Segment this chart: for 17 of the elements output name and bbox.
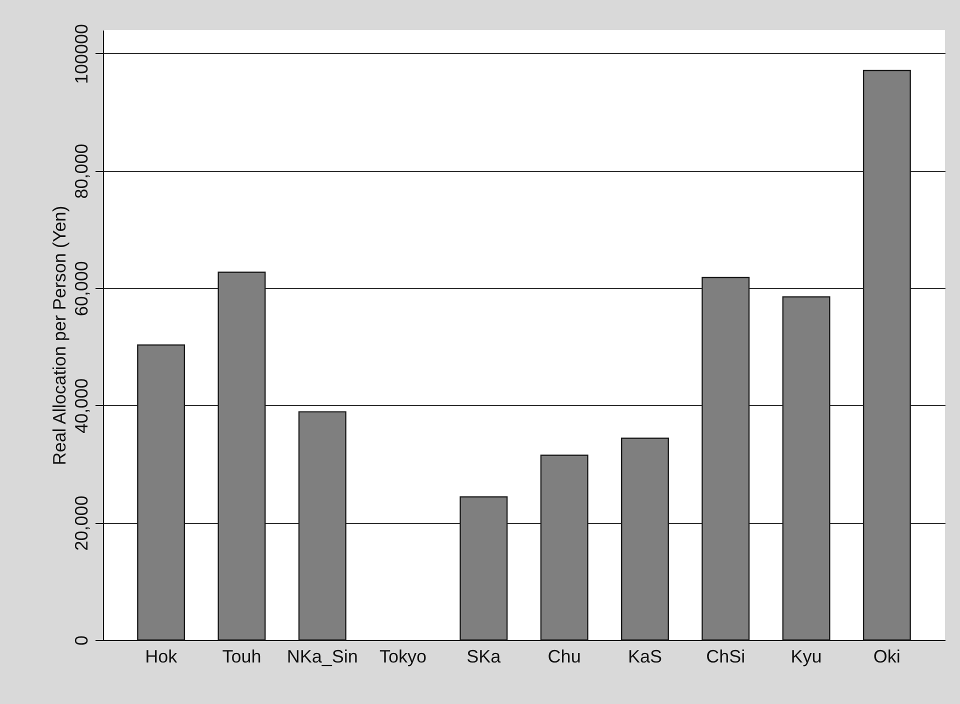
x-tick-label: KaS xyxy=(628,646,662,666)
x-tick-label: Kyu xyxy=(790,646,822,666)
x-tick-label: SKa xyxy=(466,646,502,666)
x-tick-label: Chu xyxy=(548,646,581,666)
y-tick-label: 20,000 xyxy=(72,496,92,551)
x-tick-label: Tokyo xyxy=(380,646,427,666)
x-tick-label: NKa_Sin xyxy=(286,646,358,666)
y-tick-label: 100000 xyxy=(72,24,92,84)
y-axis-title: Real Allocation per Person (Yen) xyxy=(50,206,70,466)
y-tick-label: 80,000 xyxy=(72,144,92,199)
y-tick-label: 40,000 xyxy=(72,378,92,434)
x-tick-label: Hok xyxy=(145,646,178,666)
y-tick-label: 0 xyxy=(72,635,92,646)
x-tick-label: Oki xyxy=(873,646,900,666)
x-tick-label: Touh xyxy=(222,646,262,666)
x-tick-label: ChSi xyxy=(706,646,746,666)
y-tick-label: 60,000 xyxy=(72,261,92,316)
